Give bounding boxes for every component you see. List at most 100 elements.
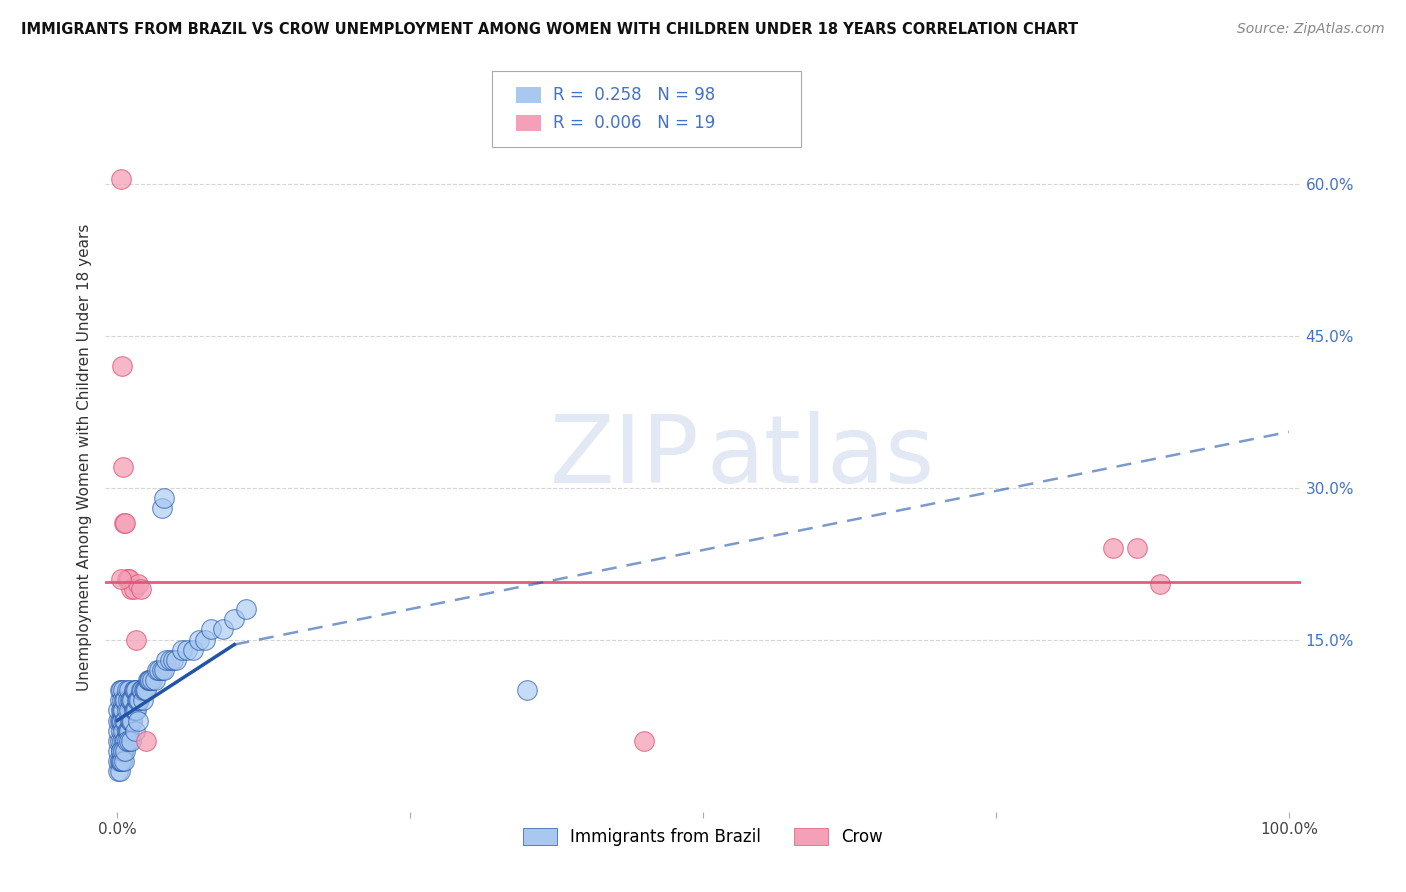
Point [115,733,138,747]
Point [112,733,135,747]
Point [165,653,187,667]
Point [235,602,257,616]
Point [121,693,143,707]
Point [112,723,135,738]
Point [115,703,138,717]
Point [194,632,217,647]
Y-axis label: Unemployment Among Women with Children Under 18 years: Unemployment Among Women with Children U… [77,224,93,690]
Point [111,693,134,707]
Point [111,754,134,768]
Point [114,714,136,728]
Point [117,723,139,738]
Point [107,764,129,779]
Point [134,683,156,698]
Point [200,623,222,637]
Point [118,733,141,747]
Point [110,754,132,768]
Point [108,714,131,728]
Text: Source: ZipAtlas.com: Source: ZipAtlas.com [1237,22,1385,37]
Point [108,754,131,768]
Text: IMMIGRANTS FROM BRAZIL VS CROW UNEMPLOYMENT AMONG WOMEN WITH CHILDREN UNDER 18 Y: IMMIGRANTS FROM BRAZIL VS CROW UNEMPLOYM… [21,22,1078,37]
Point [1102,541,1125,556]
Point [110,683,132,698]
Point [108,693,131,707]
Point [153,663,176,677]
Point [1125,541,1147,556]
Point [129,683,152,698]
Point [112,714,135,728]
Point [124,703,146,717]
Point [136,673,159,687]
Point [115,683,138,698]
Point [131,683,153,698]
Point [170,642,193,657]
Point [120,733,142,747]
Point [107,754,129,768]
Point [150,500,173,515]
Point [110,744,132,758]
Point [124,683,146,698]
Point [122,703,145,717]
Point [139,673,162,687]
Point [111,714,134,728]
Point [125,683,148,698]
Point [117,572,139,586]
Point [112,754,135,768]
Point [107,733,129,747]
Point [108,733,131,747]
Point [122,683,145,698]
Point [112,516,135,530]
Point [107,703,129,717]
Point [112,744,135,758]
Point [108,683,131,698]
Point [115,572,138,586]
Point [132,693,155,707]
Point [112,693,135,707]
Point [183,642,205,657]
Point [135,733,157,747]
Point [125,703,148,717]
Text: atlas: atlas [707,411,935,503]
Point [127,693,149,707]
Point [129,582,152,596]
Point [146,663,169,677]
Point [112,683,135,698]
Point [121,714,143,728]
Point [117,693,139,707]
Point [125,632,148,647]
Point [118,683,141,698]
Point [159,653,181,667]
Point [107,714,129,728]
Point [127,693,149,707]
Point [148,663,170,677]
Legend: Immigrants from Brazil, Crow: Immigrants from Brazil, Crow [516,822,890,853]
Text: R =  0.006   N = 19: R = 0.006 N = 19 [553,114,714,132]
Point [107,744,129,758]
Point [128,693,150,707]
Point [127,576,149,591]
Text: ZIP: ZIP [550,411,699,503]
Point [110,714,132,728]
Point [122,582,145,596]
Point [111,733,134,747]
Point [120,693,142,707]
Point [150,663,173,677]
Point [108,754,131,768]
Point [114,516,136,530]
Point [114,733,136,747]
Point [516,683,538,698]
Point [112,703,135,717]
Point [153,491,176,505]
Point [1149,576,1171,591]
Point [120,714,141,728]
Point [111,703,134,717]
Point [110,744,132,758]
Point [120,582,142,596]
Point [107,723,129,738]
Point [141,673,163,687]
Point [224,612,246,626]
Point [118,572,141,586]
Point [112,744,135,758]
Point [118,703,141,717]
Point [118,723,141,738]
